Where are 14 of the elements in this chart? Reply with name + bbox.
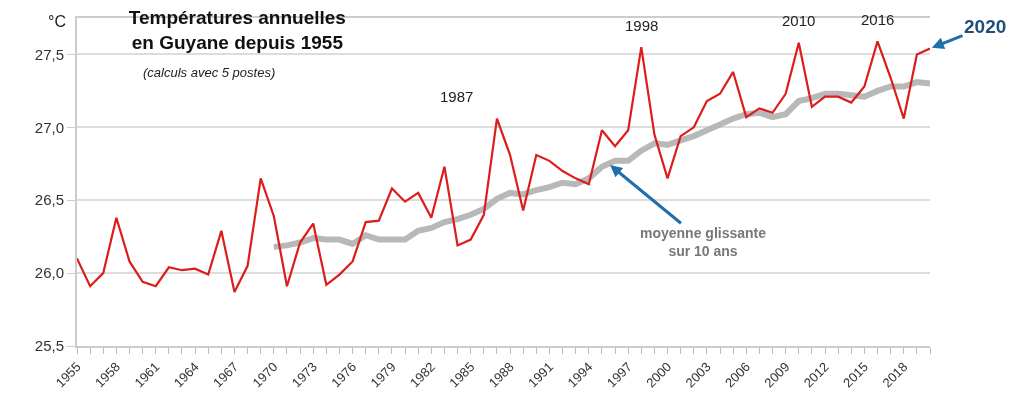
text: (calculs avec 5 postes): [143, 65, 276, 80]
y-tick-label: 27,5: [34, 45, 64, 63]
annotation: moyenne glissante sur 10 ans: [640, 225, 767, 260]
y-tick-label: 25,5: [34, 337, 64, 355]
y-tick-label: 27,0: [34, 118, 64, 136]
y-axis-title: °C: [48, 13, 66, 30]
chart-title: Températures annuelles en Guyane depuis 1955: [128, 7, 346, 54]
annotation: 1998: [625, 17, 659, 34]
y-tick-label: 26,0: [34, 264, 64, 282]
annotation: 2010: [782, 12, 816, 29]
annotation: 1987: [440, 88, 474, 105]
annotation: 2016: [861, 11, 895, 28]
annotation: 2020: [964, 16, 1007, 37]
y-tick-label: 26,5: [34, 191, 64, 209]
